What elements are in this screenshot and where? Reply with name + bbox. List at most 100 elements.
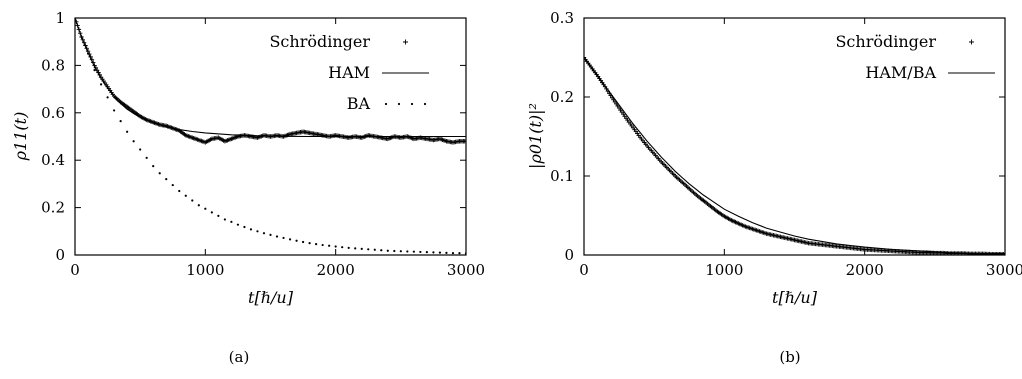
y-axis-label: ρ11(t) xyxy=(11,112,30,162)
series-point-ba xyxy=(152,165,155,168)
legend-label-schr-dinger: Schrödinger xyxy=(269,32,370,51)
x-tick-label: 3000 xyxy=(447,261,485,279)
plot-frame xyxy=(583,17,1006,256)
x-axis-label: t[ℏ/u] xyxy=(248,288,294,307)
series-point-ba xyxy=(451,252,455,255)
series-marker-schr-dinger xyxy=(463,139,466,144)
series-point-ba xyxy=(158,172,161,175)
series-point-ba xyxy=(269,233,272,236)
series-point-ba xyxy=(197,204,200,207)
series-point-ba xyxy=(360,247,363,250)
x-tick-label: 2000 xyxy=(317,261,355,279)
x-tick-label: 2000 xyxy=(846,261,884,279)
legend-label-schr-dinger: Schrödinger xyxy=(835,32,936,51)
series-point-ba xyxy=(354,247,357,250)
series-point-ba xyxy=(334,245,337,248)
chart-panel-a: 0 1000 2000 3000 0 0.2 0.4 0.6 0.8 1 t[ℏ/u] ρ11(t) (… xyxy=(11,9,485,366)
x-tick-label: 1000 xyxy=(186,261,224,279)
series-point-ba xyxy=(301,240,305,244)
series-point-ba xyxy=(308,242,311,245)
series-point-ba xyxy=(210,211,213,214)
series-point-ba xyxy=(256,230,259,233)
legend-swatch-schr-dinger xyxy=(403,39,408,45)
series-point-ba xyxy=(86,52,90,55)
x-tick-label: 0 xyxy=(70,261,80,279)
legend: Schrödinger HAM/BA xyxy=(835,32,995,82)
legend-swatch-ba xyxy=(384,102,388,106)
y-tick-label: 0.1 xyxy=(550,167,574,185)
y-tick-label: 1 xyxy=(55,9,65,27)
series-point-ba xyxy=(341,246,344,249)
series-point-ba xyxy=(367,248,370,251)
series-point-ba xyxy=(119,119,122,123)
legend: Schrödinger HAM BA xyxy=(269,32,429,113)
series-point-ba xyxy=(262,232,266,235)
y-tick-label: 0.6 xyxy=(41,104,65,122)
series-line-ham xyxy=(75,18,466,138)
legend-swatch-ba xyxy=(410,102,414,106)
y-tick-label: 0 xyxy=(55,246,65,264)
series-point-ba xyxy=(236,223,240,226)
series-point-ba xyxy=(145,156,148,159)
series-point-ba xyxy=(217,214,220,217)
series-point-ba xyxy=(315,242,318,246)
series-point-ba xyxy=(412,250,415,253)
series-markers-schr-dinger xyxy=(584,55,1005,255)
series-point-ba xyxy=(328,244,331,247)
series-point-ba xyxy=(75,18,77,20)
y-tick-label: 0.2 xyxy=(41,199,65,217)
series-point-ba xyxy=(126,130,129,133)
y-tick-label: 0 xyxy=(564,246,574,264)
legend-swatch-ba xyxy=(423,102,427,106)
y-tick-label: 0.3 xyxy=(550,9,574,27)
series-point-ba xyxy=(191,199,194,202)
legend-swatch-ba xyxy=(397,102,401,106)
y-tick-label: 0.2 xyxy=(550,88,574,106)
series-marker-schr-dinger xyxy=(1002,252,1005,255)
series-point-ba xyxy=(80,35,83,39)
series-point-ba xyxy=(139,148,142,151)
series-point-ba xyxy=(106,96,109,99)
series-point-ba xyxy=(243,225,246,229)
series-point-ba xyxy=(93,69,96,72)
series-point-ba xyxy=(458,252,461,255)
series-point-ba xyxy=(419,250,422,254)
series-point-ba xyxy=(178,189,181,193)
series-point-ba xyxy=(321,243,324,247)
series-point-ba xyxy=(438,251,442,254)
series-point-ba xyxy=(425,251,428,254)
series-point-ba xyxy=(393,249,396,253)
legend-swatch-schr-dinger xyxy=(969,39,974,45)
series-line-ham-ba xyxy=(584,57,1005,254)
series-point-ba xyxy=(347,246,350,249)
y-tick-label: 0.4 xyxy=(41,151,65,169)
series-point-ba xyxy=(132,140,135,143)
series-point-ba xyxy=(249,228,253,231)
series-point-ba xyxy=(99,83,103,86)
plot-area xyxy=(75,18,466,255)
series-point-ba xyxy=(432,251,435,254)
legend-label-ba: BA xyxy=(347,94,371,113)
x-tick-label: 0 xyxy=(579,261,589,279)
series-point-ba xyxy=(399,250,402,253)
series-point-ba xyxy=(184,194,187,197)
x-axis-label: t[ℏ/u] xyxy=(772,288,818,307)
series-point-ba xyxy=(386,249,389,252)
panel-caption: (b) xyxy=(779,348,800,366)
series-point-ba xyxy=(204,207,207,210)
series-point-ba xyxy=(464,252,466,255)
series-point-ba xyxy=(295,239,298,242)
y-tick-label: 0.8 xyxy=(41,56,65,74)
x-tick-label: 1000 xyxy=(705,261,743,279)
legend-label-ham-ba: HAM/BA xyxy=(865,63,936,82)
series-point-ba xyxy=(445,251,448,254)
series-point-ba xyxy=(171,183,174,187)
series-point-ba xyxy=(223,218,226,221)
series-point-ba xyxy=(275,235,279,238)
panel-caption: (a) xyxy=(229,348,250,366)
series-point-ba xyxy=(380,249,383,252)
chart-panel-b: 0 1000 2000 3000 0 0.1 0.2 0.3 t[ℏ/u] |ρ01(t)|² (b… xyxy=(526,9,1022,366)
series-point-ba xyxy=(165,178,168,181)
y-axis-label: |ρ01(t)|² xyxy=(526,103,545,169)
